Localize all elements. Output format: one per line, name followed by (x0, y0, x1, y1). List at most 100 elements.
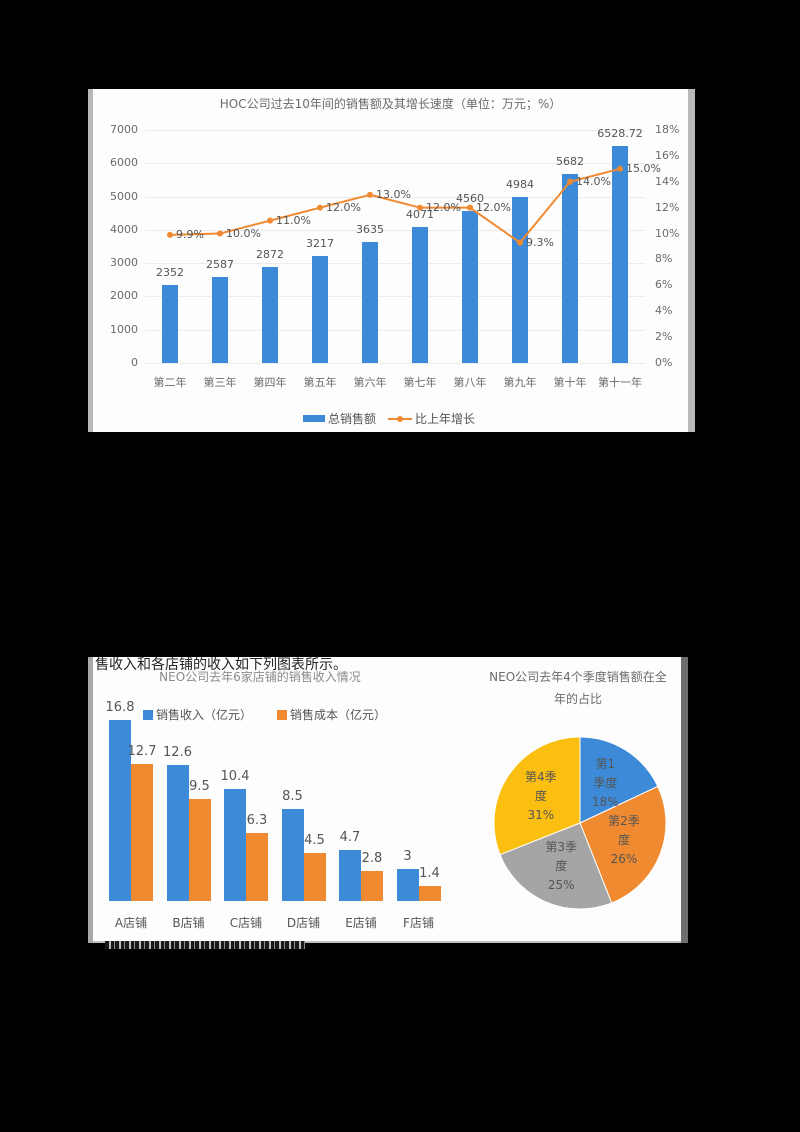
sales-value-label: 3217 (306, 236, 334, 250)
revenue-value-label: 3 (403, 848, 412, 864)
chart2-title: NEO公司去年6家店铺的销售收入情况 (159, 670, 361, 684)
gridline (145, 196, 645, 198)
growth-value-label: 14.0% (576, 174, 611, 188)
gridline (145, 163, 645, 165)
category-label: 第十年 (553, 376, 587, 389)
pie-title-line-2: 年的占比 (553, 692, 602, 706)
revenue-bar (224, 788, 246, 901)
gridline (145, 363, 645, 364)
chart2-frame-left-border (88, 657, 93, 943)
right-axis-tick: 16% (655, 148, 680, 162)
chart1-title: HOC公司过去10年间的销售额及其增长速度（单位：万元；%） (219, 97, 562, 111)
legend-orange-line-marker-icon (388, 415, 412, 422)
chart1-legend-growth: 比上年增长 (388, 410, 475, 427)
document-garbled-text-line (105, 941, 305, 949)
category-label: 第十一年 (598, 376, 642, 389)
cost-value-label: 12.7 (127, 744, 157, 760)
growth-value-label: 9.3% (526, 235, 554, 249)
revenue-value-label: 10.4 (220, 768, 250, 784)
gridline (145, 263, 645, 265)
category-label: 第九年 (503, 376, 537, 389)
pie-slice-label: 第3季度 25% (545, 840, 578, 893)
store-category-label: A店铺 (114, 916, 148, 930)
sales-value-label: 5682 (556, 154, 584, 168)
category-label: 第八年 (453, 376, 487, 389)
right-axis-tick: 10% (655, 226, 680, 240)
chart2-legend-cost: 销售成本（亿元） (277, 706, 386, 723)
sales-bar (162, 284, 178, 363)
sales-bar (312, 255, 328, 363)
pie-slice (493, 736, 581, 856)
revenue-bar (339, 850, 361, 901)
legend-orange-swatch-icon (277, 709, 287, 720)
chart2-legend-revenue: 销售收入（亿元） (143, 706, 252, 723)
growth-value-label: 15.0% (626, 161, 661, 175)
pie-slice-label: 第4季度 31% (525, 770, 557, 823)
sales-bar (562, 173, 578, 363)
chart2-frame-right-border (681, 657, 688, 943)
sales-bar (412, 227, 428, 363)
gridline (145, 130, 645, 131)
gridline (145, 329, 645, 331)
chart2-frame-bottom-edge (93, 941, 681, 943)
right-axis-tick: 18% (655, 123, 680, 136)
cost-bar (303, 852, 326, 901)
cost-bar (131, 764, 153, 901)
growth-value-label: 12.0% (426, 200, 461, 214)
sales-value-label: 3635 (356, 223, 384, 236)
growth-value-label: 12.0% (476, 200, 511, 214)
sales-value-label: 4984 (506, 178, 534, 192)
document-text-line: 售收入和各店铺的收入如下列图表所示。 (95, 657, 347, 673)
revenue-value-label: 16.8 (105, 700, 135, 716)
sales-value-label: 6528.72 (597, 126, 643, 140)
category-label: 第二年 (153, 376, 187, 389)
store-category-label: B店铺 (172, 916, 205, 930)
legend-blue-swatch-icon (143, 709, 153, 720)
left-axis-tick: 0 (131, 356, 138, 369)
sales-value-label: 2587 (206, 257, 234, 271)
right-axis-tick: 6% (655, 278, 673, 292)
category-label: 第六年 (353, 376, 387, 389)
left-axis-tick: 4000 (110, 222, 138, 236)
sales-bar (612, 145, 628, 363)
right-axis-tick: 14% (655, 174, 680, 188)
left-axis-tick: 2000 (110, 289, 138, 303)
revenue-bar (396, 868, 419, 901)
pie-slice (579, 736, 659, 824)
store-category-label: D店铺 (286, 916, 321, 930)
right-axis-tick: 12% (655, 200, 680, 214)
category-label: 第四年 (253, 376, 287, 389)
left-axis-tick: 7000 (110, 123, 138, 136)
chart1-frame-right-border (688, 89, 695, 432)
cost-value-label: 6.3 (246, 813, 268, 829)
revenue-bar (109, 720, 131, 901)
pie-slice-label: 第1 季度 18% (592, 757, 619, 810)
sales-value-label: 4560 (456, 192, 484, 206)
pie-slice (499, 822, 613, 910)
right-axis-tick: 2% (655, 330, 673, 344)
growth-value-label: 13.0% (376, 187, 411, 201)
growth-value-label: 11.0% (276, 213, 311, 227)
cost-bar (246, 833, 268, 901)
chart1-frame (93, 89, 688, 432)
left-axis-tick: 6000 (110, 156, 138, 170)
left-axis-tick: 3000 (110, 256, 138, 270)
sales-value-label: 2352 (156, 265, 184, 279)
left-axis-tick: 1000 (110, 322, 138, 336)
store-category-label: E店铺 (345, 916, 377, 930)
category-label: 第五年 (303, 376, 337, 389)
pie-slice (579, 785, 667, 904)
cost-value-label: 2.8 (361, 850, 383, 866)
revenue-value-label: 12.6 (163, 745, 192, 761)
category-label: 第三年 (203, 376, 237, 389)
revenue-bar (166, 765, 189, 901)
legend-blue-swatch-icon (303, 415, 325, 422)
cost-value-label: 4.5 (304, 832, 325, 848)
sales-value-label: 2872 (256, 248, 284, 262)
sales-bar (212, 276, 228, 363)
left-axis-tick: 5000 (110, 189, 138, 203)
category-label: 第七年 (403, 376, 437, 389)
right-axis-tick: 8% (655, 252, 673, 266)
